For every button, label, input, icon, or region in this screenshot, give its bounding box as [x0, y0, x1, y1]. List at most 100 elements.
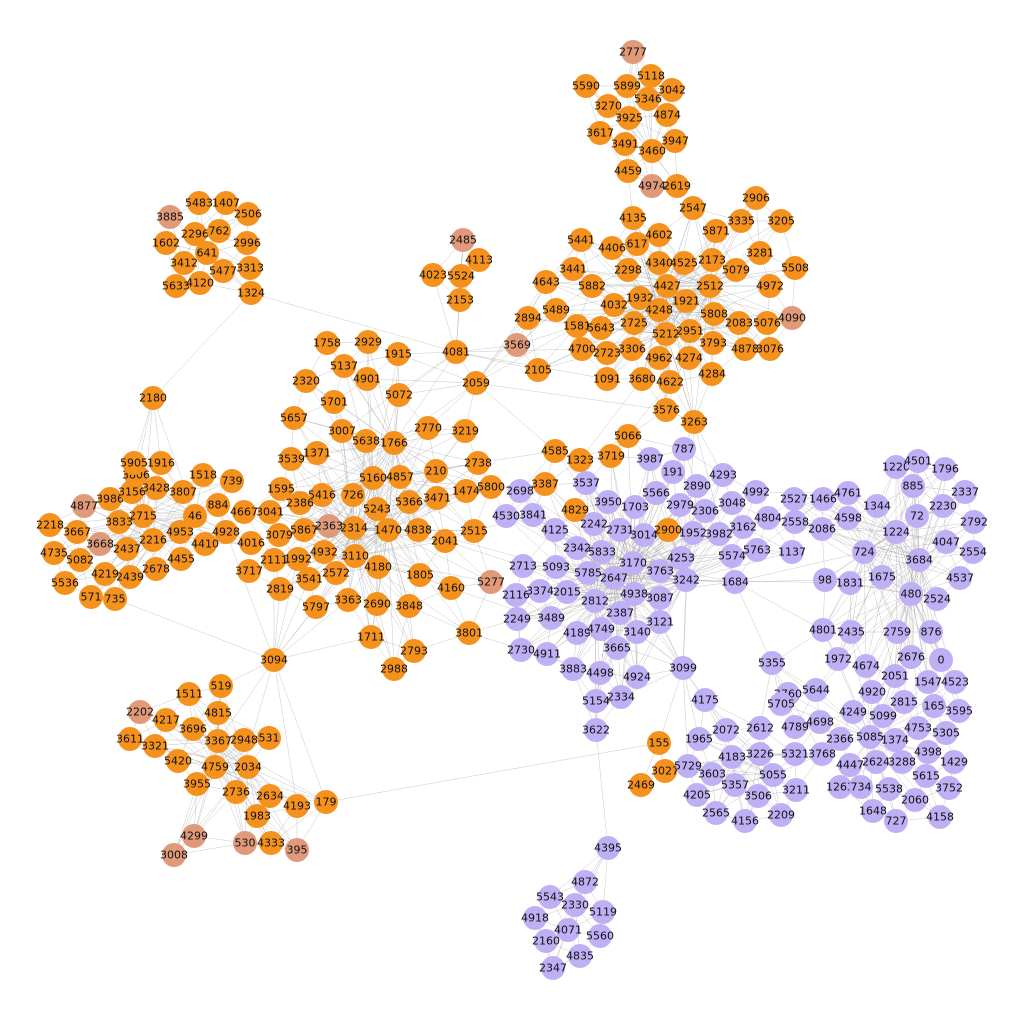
graph-node[interactable]: 4700 — [568, 337, 596, 361]
graph-node[interactable]: 5543 — [536, 885, 564, 909]
graph-node[interactable]: 5633 — [162, 274, 190, 298]
graph-node[interactable]: 5055 — [759, 763, 787, 787]
graph-node[interactable]: 165 — [922, 694, 946, 718]
graph-node[interactable]: 3696 — [179, 717, 207, 741]
graph-node[interactable]: 3665 — [603, 636, 631, 660]
graph-node[interactable]: 3087 — [646, 586, 674, 610]
graph-node[interactable]: 1703 — [621, 495, 649, 519]
graph-node[interactable]: 727 — [884, 809, 908, 833]
graph-node[interactable]: 3094 — [260, 648, 288, 672]
graph-node[interactable]: 2736 — [222, 780, 250, 804]
graph-node[interactable]: 1407 — [212, 191, 240, 215]
graph-node[interactable]: 4901 — [353, 367, 381, 391]
graph-node[interactable]: 2793 — [400, 639, 428, 663]
graph-node[interactable]: 5508 — [781, 256, 809, 280]
graph-node[interactable]: 2111 — [260, 548, 288, 572]
graph-node[interactable]: 4928 — [212, 520, 240, 544]
graph-node[interactable]: 98 — [813, 568, 837, 592]
graph-node[interactable]: 4872 — [571, 870, 599, 894]
graph-node[interactable]: 5638 — [352, 429, 380, 453]
graph-node[interactable]: 4248 — [645, 298, 673, 322]
graph-node[interactable]: 5566 — [642, 481, 670, 505]
graph-node[interactable]: 1675 — [868, 565, 896, 589]
graph-node[interactable]: 5119 — [589, 900, 617, 924]
graph-node[interactable]: 3833 — [105, 510, 133, 534]
graph-node[interactable]: 4455 — [167, 547, 195, 571]
graph-node[interactable]: 5615 — [912, 764, 940, 788]
graph-node[interactable]: 885 — [901, 474, 925, 498]
graph-node[interactable]: 2572 — [322, 561, 350, 585]
graph-node[interactable]: 4249 — [839, 700, 867, 724]
graph-node[interactable]: 3611 — [116, 727, 144, 751]
graph-node[interactable]: 2249 — [503, 607, 531, 631]
graph-node[interactable]: 3925 — [615, 106, 643, 130]
graph-node[interactable]: 4874 — [653, 103, 681, 127]
graph-node[interactable]: 2160 — [532, 929, 560, 953]
graph-node[interactable]: 3541 — [295, 567, 323, 591]
graph-node[interactable]: 3885 — [156, 205, 184, 229]
graph-node[interactable]: 2230 — [929, 494, 957, 518]
graph-node[interactable]: 2216 — [139, 528, 167, 552]
graph-node[interactable]: 5785 — [574, 561, 602, 585]
graph-node[interactable]: 2041 — [431, 529, 459, 553]
graph-node[interactable]: 1518 — [189, 463, 217, 487]
graph-node[interactable]: 3668 — [86, 532, 114, 556]
graph-node[interactable]: 3270 — [594, 94, 622, 118]
graph-node[interactable]: 5420 — [164, 749, 192, 773]
graph-node[interactable]: 1602 — [152, 231, 180, 255]
graph-node[interactable]: 3170 — [619, 551, 647, 575]
graph-node[interactable]: 1323 — [566, 448, 594, 472]
graph-node[interactable]: 5871 — [702, 219, 730, 243]
graph-node[interactable]: 884 — [206, 493, 230, 517]
graph-node[interactable]: 4183 — [718, 745, 746, 769]
graph-node[interactable]: 3537 — [572, 471, 600, 495]
graph-node[interactable]: 2812 — [581, 589, 609, 613]
graph-node[interactable]: 3076 — [756, 337, 784, 361]
graph-node[interactable]: 4698 — [806, 710, 834, 734]
graph-node[interactable]: 735 — [103, 587, 127, 611]
graph-node[interactable]: 1932 — [626, 286, 654, 310]
graph-node[interactable]: 1983 — [243, 804, 271, 828]
graph-node[interactable]: 4023 — [419, 263, 447, 287]
graph-node[interactable]: 1711 — [357, 625, 385, 649]
graph-node[interactable]: 2770 — [414, 416, 442, 440]
graph-node[interactable]: 4120 — [186, 271, 214, 295]
graph-node[interactable]: 4427 — [653, 274, 681, 298]
graph-node[interactable]: 4537 — [946, 566, 974, 590]
graph-node[interactable]: 2647 — [600, 566, 628, 590]
graph-node[interactable]: 2731 — [606, 518, 634, 542]
graph-node[interactable]: 2059 — [462, 371, 490, 395]
graph-node[interactable]: 4274 — [675, 346, 703, 370]
graph-node[interactable]: 4410 — [191, 532, 219, 556]
graph-node[interactable]: 3387 — [531, 472, 559, 496]
graph-node[interactable]: 3428 — [142, 476, 170, 500]
graph-node[interactable]: 5099 — [869, 704, 897, 728]
graph-node[interactable]: 4406 — [598, 236, 626, 260]
graph-node[interactable]: 787 — [672, 437, 696, 461]
graph-node[interactable]: 1220 — [882, 455, 910, 479]
graph-node[interactable]: 641 — [195, 241, 219, 265]
graph-node[interactable]: 3306 — [618, 337, 646, 361]
graph-node[interactable]: 2209 — [767, 803, 795, 827]
graph-node[interactable]: 1371 — [303, 441, 331, 465]
graph-node[interactable]: 3719 — [597, 444, 625, 468]
graph-node[interactable]: 1684 — [721, 570, 749, 594]
graph-node[interactable]: 3848 — [395, 594, 423, 618]
graph-node[interactable]: 5154 — [582, 689, 610, 713]
graph-node[interactable]: 4759 — [201, 755, 229, 779]
graph-node[interactable]: 3099 — [669, 656, 697, 680]
graph-node[interactable]: 3603 — [698, 762, 726, 786]
graph-node[interactable]: 1263 — [826, 775, 854, 799]
graph-node[interactable]: 2506 — [234, 202, 262, 226]
graph-node[interactable]: 5305 — [932, 721, 960, 745]
graph-node[interactable]: 4815 — [204, 701, 232, 725]
graph-node[interactable]: 4753 — [904, 716, 932, 740]
graph-node[interactable]: 3506 — [744, 784, 772, 808]
graph-node[interactable]: 3569 — [503, 333, 531, 357]
graph-node[interactable]: 2051 — [881, 664, 909, 688]
graph-node[interactable]: 3288 — [888, 750, 916, 774]
graph-node[interactable]: 3335 — [727, 209, 755, 233]
graph-node[interactable]: 4974 — [638, 174, 666, 198]
graph-node[interactable]: 5489 — [542, 298, 570, 322]
graph-node[interactable]: 2900 — [654, 518, 682, 542]
